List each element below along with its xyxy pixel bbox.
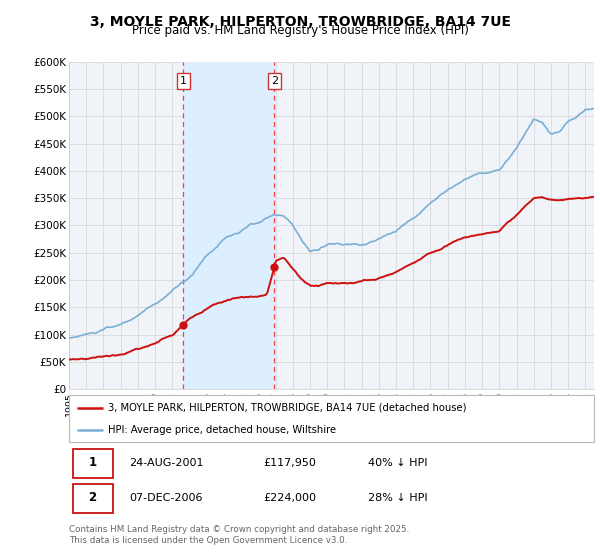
Text: £224,000: £224,000 bbox=[263, 493, 316, 503]
Text: 3, MOYLE PARK, HILPERTON, TROWBRIDGE, BA14 7UE: 3, MOYLE PARK, HILPERTON, TROWBRIDGE, BA… bbox=[89, 15, 511, 29]
Text: £117,950: £117,950 bbox=[263, 458, 316, 468]
Text: 3, MOYLE PARK, HILPERTON, TROWBRIDGE, BA14 7UE (detached house): 3, MOYLE PARK, HILPERTON, TROWBRIDGE, BA… bbox=[109, 403, 467, 413]
FancyBboxPatch shape bbox=[73, 449, 113, 478]
Text: 24-AUG-2001: 24-AUG-2001 bbox=[130, 458, 204, 468]
Text: HPI: Average price, detached house, Wiltshire: HPI: Average price, detached house, Wilt… bbox=[109, 424, 337, 435]
Text: 1: 1 bbox=[89, 456, 97, 469]
Text: 2: 2 bbox=[271, 76, 278, 86]
FancyBboxPatch shape bbox=[73, 484, 113, 513]
Text: 1: 1 bbox=[180, 76, 187, 86]
Text: Price paid vs. HM Land Registry's House Price Index (HPI): Price paid vs. HM Land Registry's House … bbox=[131, 24, 469, 37]
Text: Contains HM Land Registry data © Crown copyright and database right 2025.
This d: Contains HM Land Registry data © Crown c… bbox=[69, 525, 409, 545]
Bar bbox=[184, 62, 274, 389]
Text: 28% ↓ HPI: 28% ↓ HPI bbox=[368, 493, 428, 503]
Text: 07-DEC-2006: 07-DEC-2006 bbox=[130, 493, 203, 503]
Text: 2: 2 bbox=[89, 491, 97, 504]
Text: 40% ↓ HPI: 40% ↓ HPI bbox=[368, 458, 428, 468]
